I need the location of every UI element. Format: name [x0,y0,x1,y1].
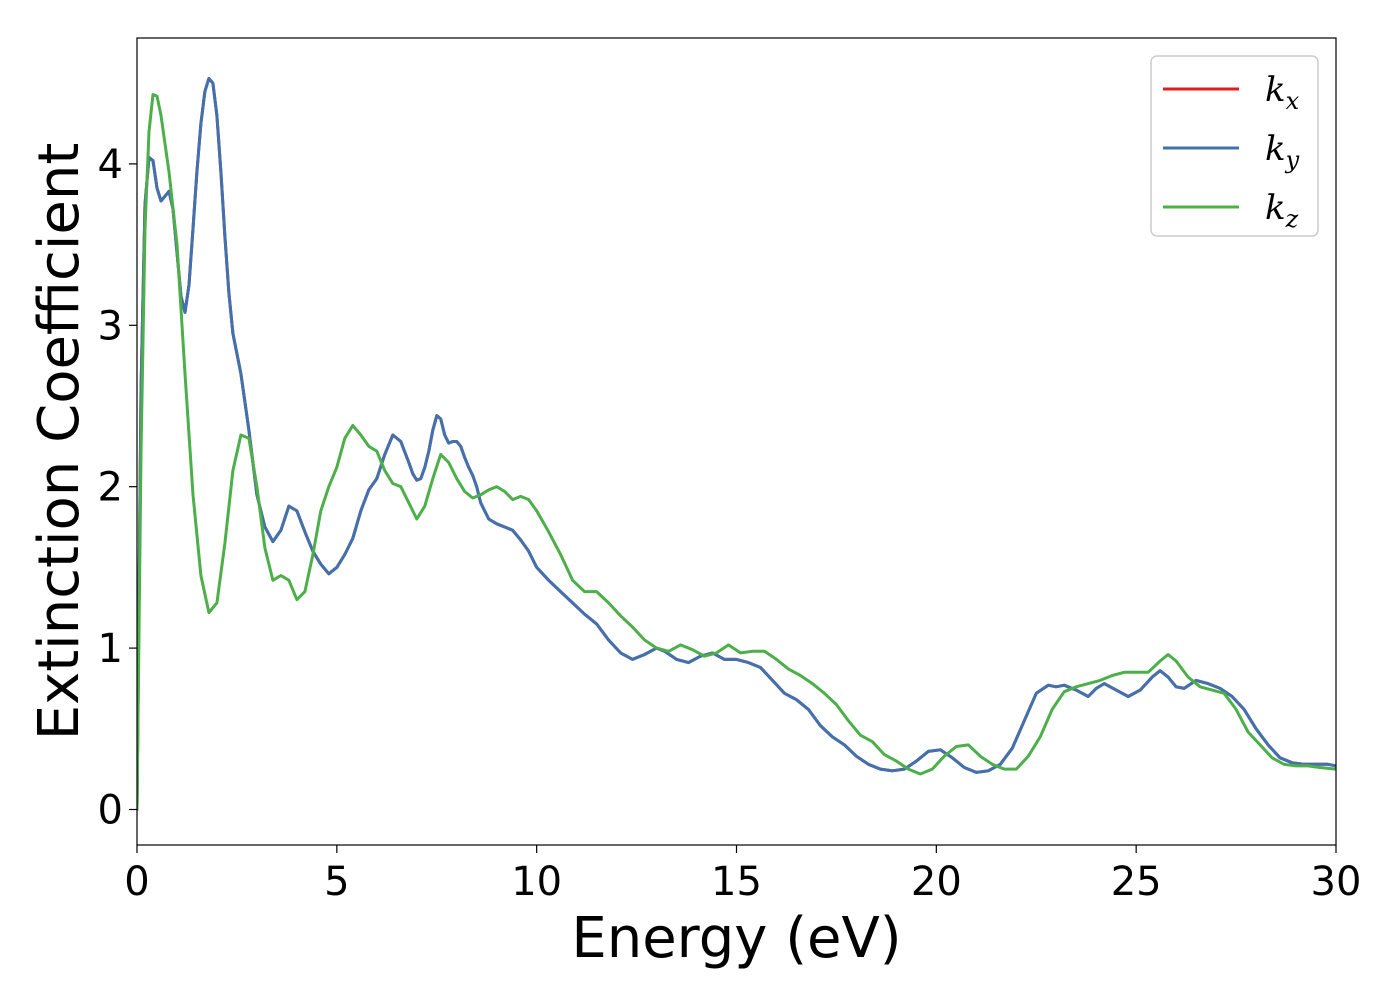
x-tick-label: 0 [124,859,149,905]
legend-label: kx [1265,70,1300,115]
y-tick-label: 1 [98,626,123,672]
x-tick-label: 20 [911,859,962,905]
y-tick-label: 4 [98,142,123,188]
x-tick-label: 5 [324,859,349,905]
y-tick-label: 2 [98,465,123,511]
x-axis-ticks: 0 5 10 15 20 25 30 [124,845,1361,905]
series-line-y [137,76,1336,811]
legend-entry-y: ky [1163,129,1300,174]
x-tick-label: 30 [1311,859,1362,905]
series-layer [137,76,1336,811]
x-tick-label: 15 [711,859,762,905]
y-axis-ticks: 0 1 2 3 4 [98,142,137,833]
series-line-z [137,93,1336,811]
x-tick-label: 10 [511,859,562,905]
x-axis-label: Energy (eV) [571,906,901,971]
legend-box [1150,55,1319,237]
legend-label: kz [1265,188,1299,233]
legend-entry-x: kx [1163,70,1300,115]
legend-label: ky [1265,129,1300,174]
legend-entry-z: kz [1163,188,1299,233]
y-tick-label: 3 [98,303,123,349]
y-axis-label: Extinction Coefficient [27,143,92,741]
x-tick-label: 25 [1111,859,1162,905]
legend: kx ky kz [1150,55,1319,237]
y-tick-label: 0 [98,787,123,833]
